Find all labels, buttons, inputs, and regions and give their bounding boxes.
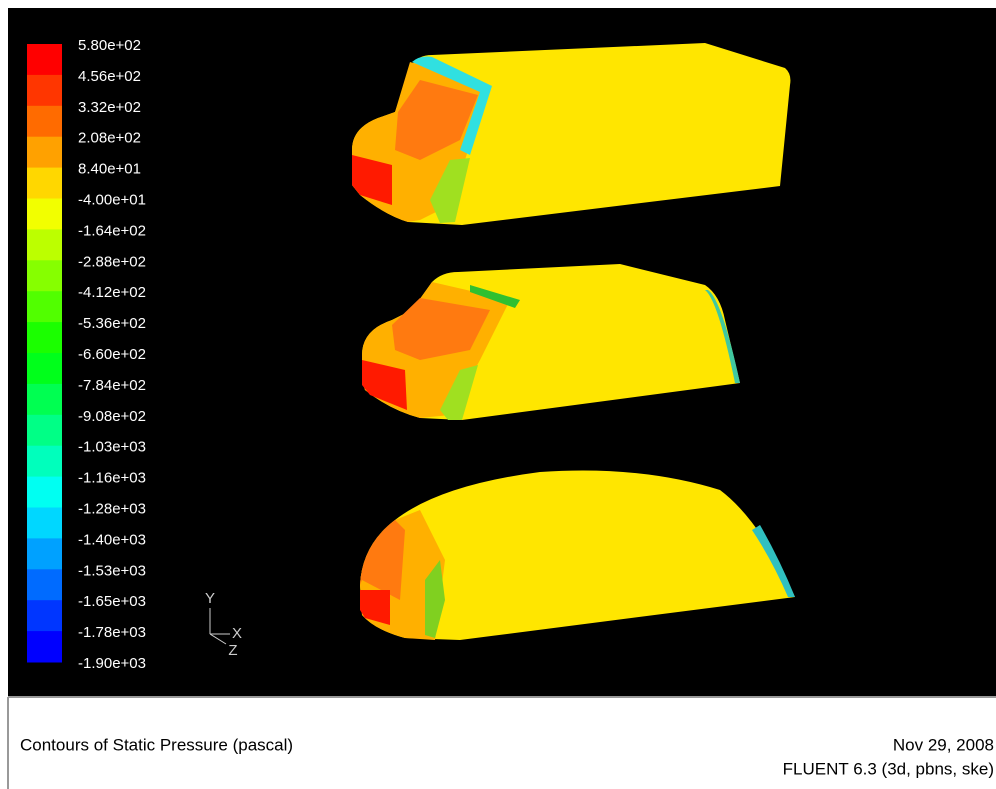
- colorbar-label: 2.08e+02: [78, 130, 141, 147]
- colorbar-label: -5.36e+02: [78, 315, 146, 332]
- colorbar-label: -1.65e+03: [78, 593, 146, 610]
- color-band: [27, 477, 62, 508]
- colorbar-label: -1.64e+02: [78, 222, 146, 239]
- screenshot: Y X Z 5.80e+02 4.56e+02 3.32e+02 2.08e+02 8.…: [0, 0, 996, 789]
- color-band: [27, 508, 62, 539]
- colorbar-label: -2.88e+02: [78, 253, 146, 270]
- colorbar-label: -1.78e+03: [78, 624, 146, 641]
- plot-title: Contours of Static Pressure (pascal): [20, 735, 293, 754]
- colorbar-label: 3.32e+02: [78, 99, 141, 116]
- color-band: [27, 137, 62, 168]
- solver-info: FLUENT 6.3 (3d, pbns, ske): [783, 759, 994, 778]
- colorbar-label: 5.80e+02: [78, 37, 141, 54]
- colorbar-label: -7.84e+02: [78, 377, 146, 394]
- color-band: [27, 415, 62, 446]
- colorbar-label: -1.53e+03: [78, 562, 146, 579]
- color-band: [27, 538, 62, 569]
- color-band: [27, 106, 62, 137]
- color-band: [27, 446, 62, 477]
- date: Nov 29, 2008: [893, 735, 994, 754]
- colorbar-label: -1.40e+03: [78, 531, 146, 548]
- color-band: [27, 631, 62, 662]
- color-band: [27, 600, 62, 631]
- colorbar: 5.80e+02 4.56e+02 3.32e+02 2.08e+02 8.40e+01…: [27, 37, 146, 672]
- axis-label: X: [232, 625, 242, 642]
- axis-label: Z: [228, 642, 237, 659]
- color-band: [27, 384, 62, 415]
- colorbar-label: 4.56e+02: [78, 68, 141, 85]
- colorbar-label: -1.03e+03: [78, 439, 146, 456]
- color-band: [27, 229, 62, 260]
- colorbar-label: -9.08e+02: [78, 408, 146, 425]
- color-band: [27, 322, 62, 353]
- color-band: [27, 291, 62, 322]
- axis-label: Y: [205, 590, 215, 607]
- color-band: [27, 75, 62, 106]
- colorbar-label: -6.60e+02: [78, 346, 146, 363]
- color-band: [27, 168, 62, 199]
- colorbar-label: -1.90e+03: [78, 655, 146, 672]
- color-band: [27, 199, 62, 230]
- color-band: [27, 44, 62, 75]
- color-band: [27, 353, 62, 384]
- colorbar-label: -4.00e+01: [78, 191, 146, 208]
- colorbar-label: 8.40e+01: [78, 161, 141, 178]
- colorbar-label: -1.28e+03: [78, 500, 146, 517]
- color-band: [27, 569, 62, 600]
- color-band: [27, 260, 62, 291]
- colorbar-label: -4.12e+02: [78, 284, 146, 301]
- colorbar-label: -1.16e+03: [78, 470, 146, 487]
